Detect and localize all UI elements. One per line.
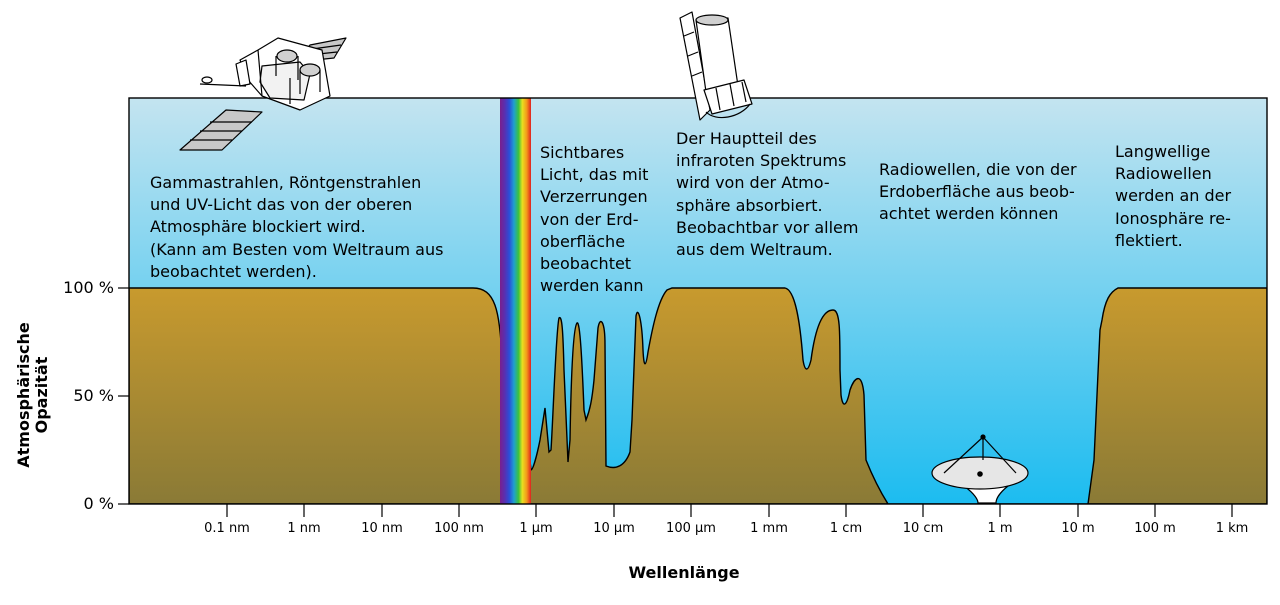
x-tick-label: 0.1 nm bbox=[204, 521, 250, 536]
x-tick-label: 10 nm bbox=[361, 521, 403, 536]
opacity-curve bbox=[129, 287, 1267, 504]
x-tick-label: 10 µm bbox=[593, 521, 635, 536]
y-ticks bbox=[118, 287, 129, 505]
x-tick-label: 1 mm bbox=[750, 521, 788, 536]
annotation-radio: Radiowellen, die von der Erdoberfläche a… bbox=[879, 160, 1077, 224]
x-tick-label: 1 m bbox=[987, 521, 1013, 536]
x-axis-title: Wellenlänge bbox=[628, 563, 740, 582]
x-tick-label: 100 m bbox=[1134, 521, 1176, 536]
space-telescope-icon bbox=[679, 11, 753, 121]
y-axis-title: Atmosphärische Opazität bbox=[14, 322, 51, 468]
x-tick-label: 100 nm bbox=[434, 521, 484, 536]
x-tick-label: 100 µm bbox=[666, 521, 716, 536]
x-tick-label: 1 µm bbox=[519, 521, 553, 536]
x-tick-label: 10 cm bbox=[902, 521, 944, 536]
x-ticks bbox=[226, 504, 1233, 517]
radio-dish-icon bbox=[931, 434, 1029, 504]
y-tick-label-50: 50 % bbox=[73, 386, 114, 405]
y-tick-label-100: 100 % bbox=[63, 278, 114, 297]
x-tick-label: 1 km bbox=[1215, 521, 1249, 536]
x-tick-label: 1 nm bbox=[287, 521, 321, 536]
annotation-longwave: Langwellige Radiowellen werden an der Io… bbox=[1115, 142, 1232, 250]
annotation-visible: Sichtbares Licht, das mit Verzerrungen v… bbox=[540, 143, 649, 296]
x-tick-label: 1 cm bbox=[829, 521, 863, 536]
y-tick-label-0: 0 % bbox=[83, 494, 114, 513]
x-tick-label: 10 m bbox=[1061, 521, 1095, 536]
annotation-infrared: Der Hauptteil des infraroten Spektrums w… bbox=[676, 129, 859, 260]
visible-spectrum-band bbox=[500, 98, 531, 504]
annotation-gamma: Gammastrahlen, Röntgenstrahlen und UV-Li… bbox=[150, 173, 444, 281]
satellite-icon bbox=[179, 37, 347, 151]
